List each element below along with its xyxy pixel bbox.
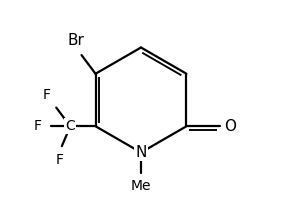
Text: Me: Me <box>131 179 151 193</box>
Text: F: F <box>43 88 51 102</box>
Text: O: O <box>224 119 236 134</box>
Text: C: C <box>65 119 75 133</box>
Text: F: F <box>56 153 63 167</box>
Text: F: F <box>34 119 42 133</box>
Text: N: N <box>135 145 147 160</box>
Text: Br: Br <box>67 33 84 48</box>
